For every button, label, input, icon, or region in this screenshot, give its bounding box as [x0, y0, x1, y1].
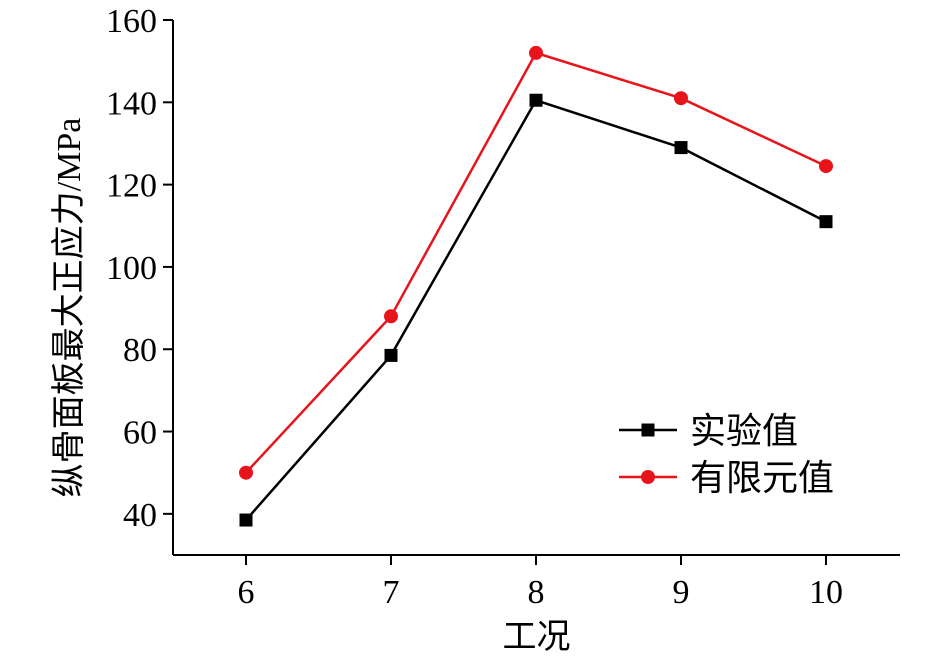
y-tick-label: 140 [106, 85, 157, 122]
legend-label: 实验值 [690, 411, 798, 451]
data-point [819, 159, 833, 174]
legend-marker [641, 423, 655, 437]
x-tick-label: 9 [673, 574, 690, 611]
y-tick-label: 80 [123, 332, 157, 369]
x-tick-label: 8 [528, 574, 545, 611]
series-line [245, 51, 827, 474]
legend-item: 实验值 [619, 411, 798, 451]
legend-item: 有限元值 [619, 458, 834, 498]
data-point [384, 309, 398, 324]
data-point [819, 215, 833, 229]
data-point [239, 513, 253, 527]
legend-label: 有限元值 [690, 458, 834, 498]
x-axis-label: 工况 [503, 619, 571, 656]
y-tick-label: 160 [106, 3, 157, 40]
x-tick-label: 6 [238, 574, 255, 611]
y-tick-label: 40 [123, 497, 157, 534]
y-axis-label: 纵骨面板最大正应力/MPa [50, 118, 88, 498]
data-point [674, 91, 688, 106]
series-1 [239, 93, 833, 527]
y-tick-label: 120 [106, 168, 157, 205]
data-point [239, 465, 253, 480]
data-point [529, 45, 543, 60]
data-point [674, 141, 688, 155]
x-ticks: 6 7 8 9 10 [238, 555, 843, 611]
y-ticks: 40 60 80 100 120 140 160 [106, 3, 173, 534]
y-tick-label: 100 [106, 250, 157, 287]
series-2 [239, 45, 833, 480]
legend-marker [641, 470, 655, 484]
x-tick-label: 10 [809, 574, 843, 611]
series-layer [239, 45, 833, 527]
y-tick-label: 60 [123, 415, 157, 452]
x-tick-label: 7 [383, 574, 400, 611]
data-point [529, 93, 543, 107]
data-point [384, 348, 398, 362]
